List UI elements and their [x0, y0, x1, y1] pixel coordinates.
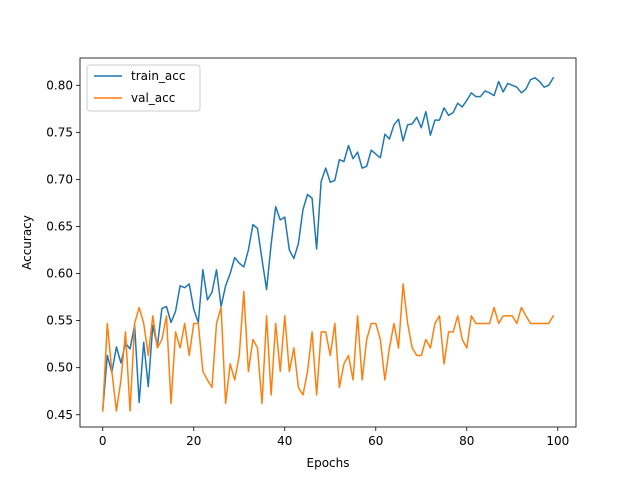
series-line-val-acc: [101, 283, 555, 412]
x-tick-label: 40: [277, 434, 292, 448]
y-tick-label: 0.80: [46, 78, 73, 92]
legend: train_acc val_acc: [86, 64, 201, 112]
y-tick-label: 0.55: [46, 314, 73, 328]
y-tick-label: 0.60: [46, 267, 73, 281]
y-tick-label: 0.75: [46, 125, 73, 139]
x-axis-label: Epochs: [307, 456, 350, 470]
series-line-train-acc: [101, 76, 555, 411]
y-axis-label: Accuracy: [20, 215, 34, 270]
series-layer: [101, 76, 555, 412]
x-tick-label: 0: [99, 434, 107, 448]
ticks-layer: 0 20 40 60 80 100 0.45 0.50 0.55 0.60 0.65 0.70 0.75…: [46, 78, 569, 448]
plot-frame: [79, 57, 577, 428]
y-tick-label: 0.65: [46, 219, 73, 233]
x-tick-label: 60: [368, 434, 383, 448]
legend-label-train-acc: train_acc: [131, 69, 185, 83]
x-tick-label: 100: [546, 434, 569, 448]
y-tick-label: 0.70: [46, 172, 73, 186]
y-tick-label: 0.45: [46, 408, 73, 422]
x-tick-label: 20: [186, 434, 201, 448]
legend-label-val-acc: val_acc: [131, 91, 175, 105]
y-tick-label: 0.50: [46, 361, 73, 375]
x-tick-label: 80: [459, 434, 474, 448]
